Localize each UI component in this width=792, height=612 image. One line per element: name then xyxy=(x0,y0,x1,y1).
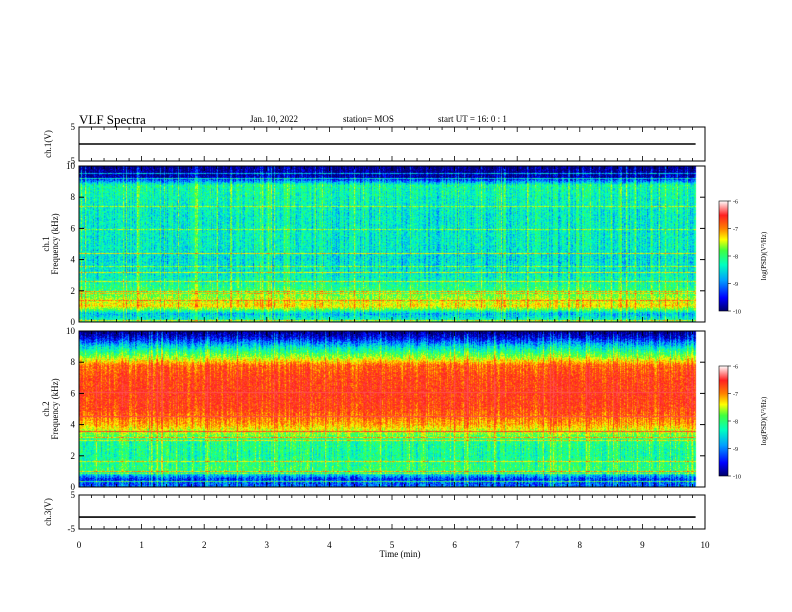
time-tick-label: 5 xyxy=(390,540,395,550)
ch1-freq-tick-label: 0 xyxy=(71,317,76,327)
ch2-freq-tick-label: 10 xyxy=(66,326,76,336)
time-tick-label: 3 xyxy=(265,540,270,550)
ch1-colorbar-gradient xyxy=(718,200,729,312)
ch2-colorbar-gradient xyxy=(718,365,729,477)
ch1-spectrogram-ylabel-channel: ch.1 xyxy=(41,236,51,251)
ch2-freq-tick-label: 8 xyxy=(71,357,76,367)
time-tick-label: 1 xyxy=(139,540,144,550)
ch2-colorbar-label: log(PSD)(V²/Hz) xyxy=(760,396,768,445)
ch3-y-ticks: 5 -5 xyxy=(68,490,706,534)
ch2-freq-tick-label: 4 xyxy=(71,420,76,430)
station-label: station= MOS xyxy=(343,114,394,124)
colorbar-tick-label: -9 xyxy=(733,447,738,453)
ch2-freq-tick-label: 6 xyxy=(71,388,76,398)
ch2-spectrogram-image xyxy=(79,331,705,487)
time-tick-label: 8 xyxy=(578,540,583,550)
time-tick-label: 4 xyxy=(327,540,332,550)
ch1-colorbar-label: log(PSD)(V²/Hz) xyxy=(760,231,768,280)
ch2-spectrogram-ylabel-channel: ch.2 xyxy=(41,401,51,416)
ch1-freq-tick-label: 2 xyxy=(71,286,76,296)
ch2-spectrogram-ylabel-frequency: Frequency (kHz) xyxy=(50,378,60,439)
ch3-wave-tick-label: -5 xyxy=(68,524,76,534)
ch1-y-ticks: 5 -5 xyxy=(68,122,706,166)
ch2-frequency-ticks: 0 2 4 6 8 10 xyxy=(66,326,706,492)
ch1-freq-tick-label: 6 xyxy=(71,223,76,233)
colorbar-tick-label: -10 xyxy=(733,475,741,481)
ch2-spectrogram-panel: 0 2 4 6 8 10 ch.2 Frequency (kHz) xyxy=(41,326,706,492)
colorbar-tick-label: -8 xyxy=(733,420,738,426)
ch1-waveform-panel: 5 -5 ch.1(V) xyxy=(43,122,706,166)
colorbar-tick-label: -9 xyxy=(733,282,738,288)
ch2-freq-tick-label: 0 xyxy=(71,482,76,492)
ch1-wave-tick-label: -5 xyxy=(68,156,76,166)
time-axis-label: Time (min) xyxy=(380,549,421,559)
ch2-freq-tick-label: 2 xyxy=(71,451,76,461)
time-tick-label: 2 xyxy=(202,540,207,550)
time-tick-label: 6 xyxy=(452,540,457,550)
ch1-colorbar: -6 -7 -8 -9 -10 log(PSD)(V²/Hz) xyxy=(718,200,768,316)
ch1-freq-tick-label: 10 xyxy=(66,161,76,171)
colorbar-tick-label: -8 xyxy=(733,255,738,261)
time-axis: 0 1 2 3 4 5 6 7 8 9 10 xyxy=(77,540,710,550)
ch3-wave-tick-label: 5 xyxy=(71,490,76,500)
date-label: Jan. 10, 2022 xyxy=(250,114,298,124)
colorbar-tick-label: -6 xyxy=(733,200,738,206)
ch1-spectrogram-ylabel-frequency: Frequency (kHz) xyxy=(50,213,60,274)
ch3-waveform-frame xyxy=(78,494,706,530)
start-time-label: start UT = 16: 0 : 1 xyxy=(438,114,507,124)
time-tick-label: 9 xyxy=(640,540,645,550)
time-tick-label: 10 xyxy=(701,540,711,550)
time-tick-label: 0 xyxy=(77,540,82,550)
ch1-waveform-ylabel: ch.1(V) xyxy=(43,130,53,158)
ch1-wave-tick-label: 5 xyxy=(71,122,76,132)
ch1-colorbar-ticks: -6 -7 -8 -9 -10 xyxy=(728,200,741,316)
time-tick-label: 7 xyxy=(515,540,520,550)
ch1-frequency-ticks: 0 2 4 6 8 10 xyxy=(66,161,706,327)
ch1-freq-tick-label: 4 xyxy=(71,255,76,265)
chart-title: VLF Spectra xyxy=(79,112,146,127)
ch3-waveform-ylabel: ch.3(V) xyxy=(43,498,53,526)
colorbar-tick-label: -7 xyxy=(733,227,738,233)
ch2-colorbar: -6 -7 -8 -9 -10 log(PSD)(V²/Hz) xyxy=(718,365,768,481)
colorbar-tick-label: -10 xyxy=(733,310,741,316)
ch3-waveform-panel: 5 -5 ch.3(V) xyxy=(43,490,706,534)
colorbar-tick-label: -6 xyxy=(733,365,738,371)
ch1-spectrogram-image xyxy=(79,166,705,322)
colorbar-tick-label: -7 xyxy=(733,392,738,398)
ch1-spectrogram-panel: 0 2 4 6 8 10 ch.1 Frequency (kHz) xyxy=(41,161,706,327)
ch1-freq-tick-label: 8 xyxy=(71,192,76,202)
ch2-colorbar-ticks: -6 -7 -8 -9 -10 xyxy=(728,365,741,481)
